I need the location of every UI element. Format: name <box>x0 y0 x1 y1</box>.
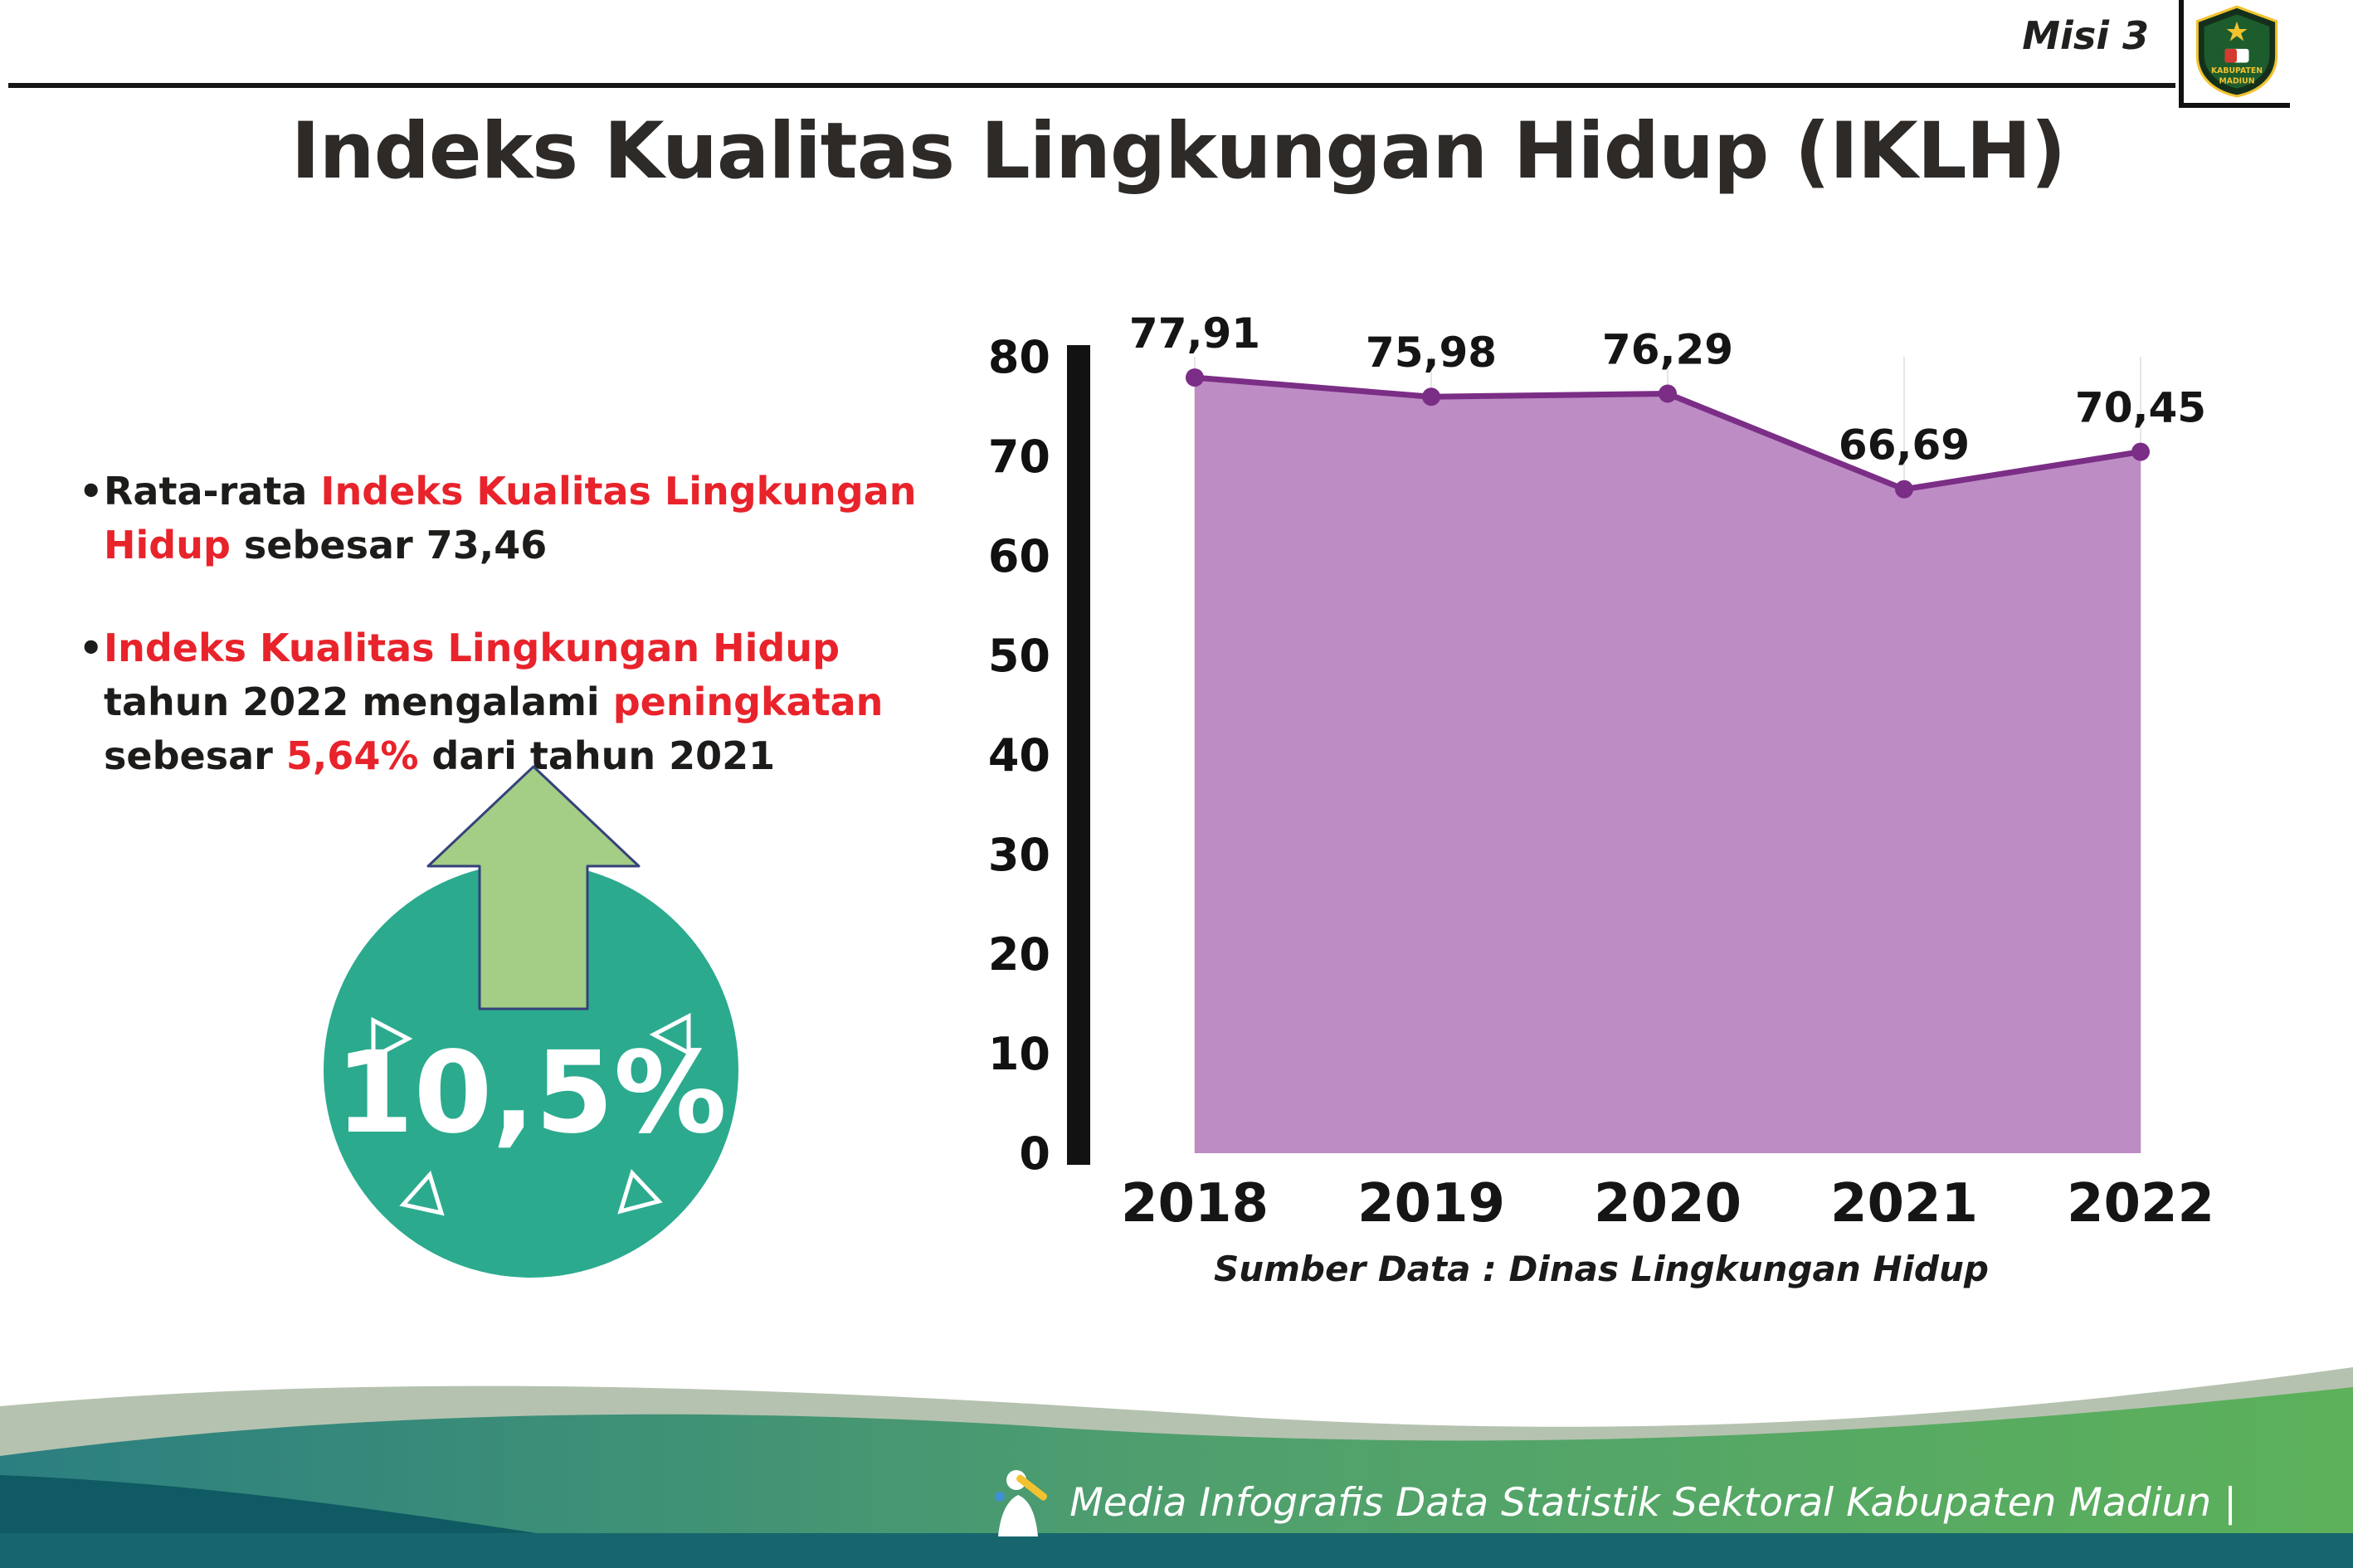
svg-text:10: 10 <box>988 1028 1050 1080</box>
logo-text-top: KABUPATEN <box>2211 66 2263 75</box>
footer-wave-graphic <box>0 1367 2353 1568</box>
svg-text:2020: 2020 <box>1594 1173 1742 1234</box>
svg-text:76,29: 76,29 <box>1602 326 1733 374</box>
footer-bottom-strip <box>0 1533 2353 1568</box>
triangle-west <box>371 1016 413 1061</box>
iklh-area-chart: 0 10 20 30 40 50 60 70 80 77,91 75,98 76,29 66,69 70,… <box>988 309 2214 1234</box>
svg-text:66,69: 66,69 <box>1839 421 1970 470</box>
svg-text:2019: 2019 <box>1357 1173 1505 1234</box>
up-arrow-icon <box>426 765 641 1010</box>
area-fill <box>1195 377 2141 1153</box>
bullet2-plain-3: dari tahun 2021 <box>418 733 776 779</box>
kabupaten-madiun-logo: KABUPATEN MADIUN <box>2195 5 2278 98</box>
data-points <box>1186 368 2150 499</box>
svg-text:40: 40 <box>988 729 1050 782</box>
svg-text:20: 20 <box>988 928 1050 981</box>
bullet2-highlight-2: peningkatan <box>612 679 884 724</box>
writer-icon <box>995 1470 1048 1536</box>
header-divider-line <box>8 83 2175 88</box>
bullet-average-iklh: Rata-rata Indeks Kualitas Lingkungan Hid… <box>79 465 971 573</box>
logo-text-bottom: MADIUN <box>2219 76 2254 85</box>
svg-text:80: 80 <box>988 331 1050 383</box>
svg-text:77,91: 77,91 <box>1129 309 1260 358</box>
bullet1-text-plain: Rata-rata <box>104 469 321 514</box>
page-title: Indeks Kualitas Lingkungan Hidup (IKLH) <box>290 106 2067 197</box>
bullet2-plain-1: tahun 2022 mengalami <box>104 679 613 724</box>
svg-text:70,45: 70,45 <box>2075 384 2206 432</box>
svg-text:2018: 2018 <box>1121 1173 1269 1234</box>
bullet2-highlight-1: Indeks Kualitas Lingkungan Hidup <box>104 625 840 670</box>
svg-text:0: 0 <box>1019 1127 1050 1180</box>
svg-text:50: 50 <box>988 630 1050 682</box>
increase-percentage-value: 10,5% <box>335 1027 727 1159</box>
bullet1-text-value: sebesar 73,46 <box>230 523 548 568</box>
bullet2-plain-2: sebesar <box>104 733 286 779</box>
value-labels: 77,91 75,98 76,29 66,69 70,45 <box>1129 309 2206 470</box>
svg-text:2022: 2022 <box>2067 1173 2214 1234</box>
footer-credit-text: Media Infografis Data Statistik Sektoral… <box>1069 1479 2237 1526</box>
triangle-east <box>649 1012 691 1057</box>
bullet2-highlight-3: 5,64% <box>285 733 419 779</box>
triangle-southeast <box>617 1169 663 1215</box>
svg-text:2021: 2021 <box>1830 1173 1978 1234</box>
svg-text:60: 60 <box>988 530 1050 582</box>
footer-credit: Media Infografis Data Statistik Sektoral… <box>987 1467 2237 1538</box>
summary-bullets: Rata-rata Indeks Kualitas Lingkungan Hid… <box>79 465 971 832</box>
svg-text:70: 70 <box>988 431 1050 483</box>
footer-wave-gradient <box>0 1387 2353 1568</box>
y-axis-bar <box>1067 345 1090 1165</box>
triangle-southwest <box>399 1171 445 1216</box>
y-axis-labels: 0 10 20 30 40 50 60 70 80 <box>988 331 1050 1180</box>
kabupaten-madiun-logo-frame: KABUPATEN MADIUN <box>2179 0 2290 108</box>
x-axis-labels: 2018 2019 2020 2021 2022 <box>1121 1173 2214 1234</box>
svg-text:30: 30 <box>988 829 1050 881</box>
misi-label: Misi 3 <box>2022 13 2149 58</box>
badge-triangle-decorations <box>371 1012 691 1216</box>
svg-text:75,98: 75,98 <box>1366 329 1497 377</box>
bullet1-text-highlight: Indeks Kualitas Lingkungan Hidup <box>104 469 917 568</box>
data-source-caption: Sumber Data : Dinas Lingkungan Hidup <box>1214 1249 1989 1289</box>
bullet-iklh-increase: Indeks Kualitas Lingkungan Hidup tahun 2… <box>79 621 971 784</box>
